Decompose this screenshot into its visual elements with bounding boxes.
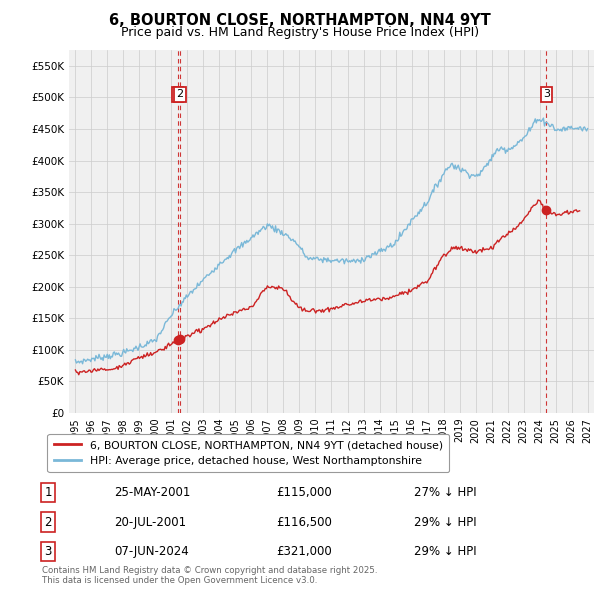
Text: 27% ↓ HPI: 27% ↓ HPI [414,486,476,499]
Text: 6, BOURTON CLOSE, NORTHAMPTON, NN4 9YT: 6, BOURTON CLOSE, NORTHAMPTON, NN4 9YT [109,13,491,28]
Text: 3: 3 [44,545,52,558]
Text: £321,000: £321,000 [276,545,332,558]
Text: 2: 2 [44,516,52,529]
Text: 1: 1 [44,486,52,499]
Text: 20-JUL-2001: 20-JUL-2001 [114,516,186,529]
Text: 3: 3 [543,89,550,99]
Text: 29% ↓ HPI: 29% ↓ HPI [414,545,476,558]
Text: 07-JUN-2024: 07-JUN-2024 [114,545,189,558]
Text: Contains HM Land Registry data © Crown copyright and database right 2025.
This d: Contains HM Land Registry data © Crown c… [42,566,377,585]
Text: £116,500: £116,500 [276,516,332,529]
Text: 1: 1 [174,89,181,99]
Text: £115,000: £115,000 [276,486,332,499]
Text: 2: 2 [176,89,184,99]
Text: Price paid vs. HM Land Registry's House Price Index (HPI): Price paid vs. HM Land Registry's House … [121,26,479,39]
Text: 29% ↓ HPI: 29% ↓ HPI [414,516,476,529]
Legend: 6, BOURTON CLOSE, NORTHAMPTON, NN4 9YT (detached house), HPI: Average price, det: 6, BOURTON CLOSE, NORTHAMPTON, NN4 9YT (… [47,434,449,472]
Text: 25-MAY-2001: 25-MAY-2001 [114,486,190,499]
